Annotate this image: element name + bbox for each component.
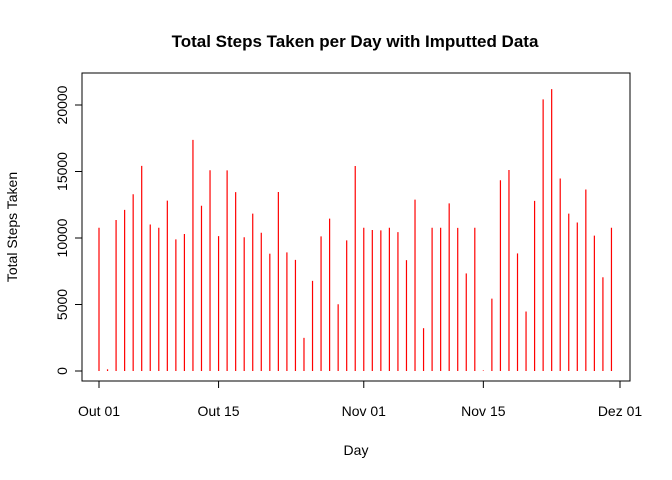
x-tick-label-4: Dez 01 [598, 403, 643, 419]
x-tick-label-0: Out 01 [78, 403, 120, 419]
y-tick-label-3: 15000 [54, 152, 70, 191]
x-tick-label-3: Nov 15 [461, 403, 506, 419]
y-axis-label: Total Steps Taken [4, 172, 20, 282]
x-axis-label: Day [344, 442, 369, 458]
plot-frame [81, 72, 631, 382]
y-tick-label-2: 10000 [54, 218, 70, 257]
y-tick-label-0: 0 [54, 367, 70, 375]
x-axis: Out 01 Out 15 Nov 01 Nov 15 Dez 01 [78, 380, 643, 419]
bars [98, 89, 613, 371]
y-tick-label-1: 5000 [54, 289, 70, 320]
x-tick-label-1: Out 15 [198, 403, 240, 419]
y-axis: 0 5000 10000 15000 20000 [54, 85, 83, 375]
chart-title: Total Steps Taken per Day with Imputted … [172, 32, 539, 51]
x-tick-label-2: Nov 01 [342, 403, 387, 419]
y-tick-label-4: 20000 [54, 85, 70, 124]
